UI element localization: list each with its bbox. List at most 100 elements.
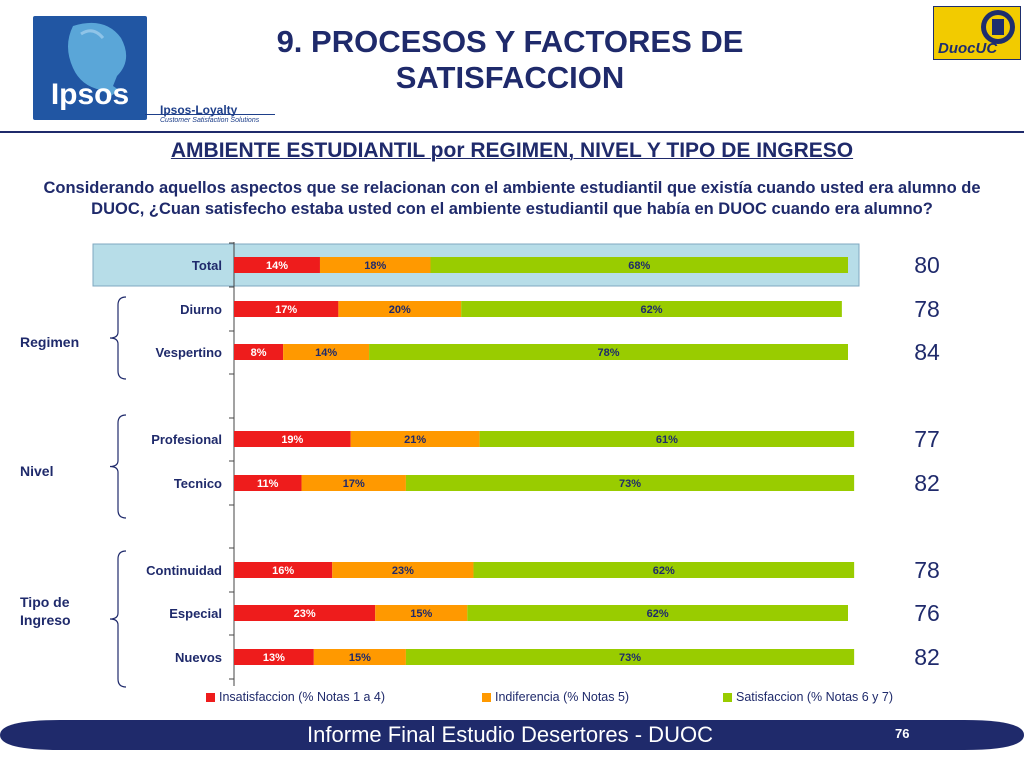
legend-label-satisfaccion: Satisfaccion (% Notas 6 y 7) xyxy=(736,690,894,704)
bar-label-especial-2: 62% xyxy=(647,608,669,620)
category-label-profesional: Profesional xyxy=(151,432,222,447)
group-brace-2 xyxy=(109,550,127,688)
survey-question: Considerando aquellos aspectos que se re… xyxy=(43,179,981,218)
ipsos-loyalty-text: Ipsos-Loyalty xyxy=(160,103,238,117)
bar-tecnico-0 xyxy=(234,475,302,491)
slide-title-line1: 9. PROCESOS Y FACTORES DE xyxy=(276,24,744,59)
bar-label-vespertino-1: 14% xyxy=(315,347,337,359)
chart-subtitle: AMBIENTE ESTUDIANTIL por REGIMEN, NIVEL … xyxy=(170,139,854,162)
bar-nuevos-2 xyxy=(405,649,855,665)
score-diurno: 78 xyxy=(914,296,940,322)
bar-continuidad-0 xyxy=(234,562,333,578)
ipsos-loyalty-subtext: Customer Satisfaction Solutions xyxy=(160,117,260,124)
bar-label-continuidad-2: 62% xyxy=(653,565,675,577)
page-number: 76 xyxy=(895,726,910,741)
bar-vespertino-0 xyxy=(234,344,284,360)
bar-nuevos-1 xyxy=(313,649,406,665)
legend-swatch-satisfaccion xyxy=(723,692,732,702)
group-label-tipo-line1: Tipo de xyxy=(20,594,70,610)
category-label-total: Total xyxy=(192,258,222,273)
score-nuevos: 82 xyxy=(914,644,940,670)
footer-title: Informe Final Estudio Desertores - DUOC xyxy=(307,722,713,747)
category-label-continuidad: Continuidad xyxy=(146,563,222,578)
score-especial: 76 xyxy=(914,600,940,626)
bar-diurno-1 xyxy=(338,301,462,317)
bar-tecnico-2 xyxy=(405,475,855,491)
bar-label-profesional-2: 61% xyxy=(656,434,678,446)
bar-label-tecnico-0: 11% xyxy=(257,478,279,490)
ipsos-logo: Ipsos xyxy=(33,16,147,120)
bar-total-0 xyxy=(234,257,320,273)
bar-label-tecnico-1: 17% xyxy=(343,478,365,490)
legend-item-insatisfaccion: Insatisfaccion (% Notas 1 a 4) xyxy=(206,690,385,704)
bar-label-tecnico-2: 73% xyxy=(619,478,641,490)
category-label-tecnico: Tecnico xyxy=(174,476,222,491)
title-divider xyxy=(0,131,1024,133)
bar-especial-2 xyxy=(467,605,848,621)
duoc-seal-icon xyxy=(981,10,1015,44)
ipsos-face-icon xyxy=(68,22,127,96)
score-tecnico: 82 xyxy=(914,470,940,496)
legend-label-insatisfaccion: Insatisfaccion (% Notas 1 a 4) xyxy=(219,690,386,704)
legend-item-satisfaccion: Satisfaccion (% Notas 6 y 7) xyxy=(723,690,893,704)
category-label-especial: Especial xyxy=(169,606,222,621)
bar-profesional-0 xyxy=(234,431,351,447)
category-label-diurno: Diurno xyxy=(180,302,222,317)
bar-continuidad-1 xyxy=(332,562,474,578)
bar-vespertino-2 xyxy=(369,344,848,360)
score-profesional: 77 xyxy=(914,426,940,452)
bar-continuidad-2 xyxy=(473,562,855,578)
group-brace-0 xyxy=(109,296,127,380)
score-vespertino: 84 xyxy=(914,339,940,365)
ipsos-wordmark: Ipsos xyxy=(50,78,130,111)
bar-tecnico-1 xyxy=(301,475,406,491)
legend-label-indiferencia: Indiferencia (% Notas 5) xyxy=(495,690,630,704)
bar-label-continuidad-0: 16% xyxy=(272,565,294,577)
bar-label-profesional-1: 21% xyxy=(404,434,426,446)
bar-label-profesional-0: 19% xyxy=(281,434,303,446)
group-brace-1 xyxy=(109,414,127,519)
legend-swatch-indiferencia xyxy=(482,692,491,702)
category-label-vespertino: Vespertino xyxy=(156,345,223,360)
footer-band xyxy=(0,720,1024,750)
bar-diurno-0 xyxy=(234,301,339,317)
bar-total-1 xyxy=(319,257,431,273)
slide-title-line2: SATISFACCION xyxy=(395,60,625,95)
bar-label-total-1: 18% xyxy=(364,260,386,272)
bar-diurno-2 xyxy=(461,301,842,317)
group-label-nivel: Nivel xyxy=(20,463,54,479)
group-label-tipo-ingreso: Tipo de Ingreso xyxy=(20,593,71,629)
bar-especial-0 xyxy=(234,605,376,621)
bar-label-especial-1: 15% xyxy=(410,608,432,620)
bar-label-vespertino-2: 78% xyxy=(598,347,620,359)
bar-label-diurno-1: 20% xyxy=(389,304,411,316)
bar-label-especial-0: 23% xyxy=(294,608,316,620)
bar-label-vespertino-0: 8% xyxy=(251,347,267,359)
bar-label-nuevos-2: 73% xyxy=(619,652,641,664)
chart-legend: Insatisfaccion (% Notas 1 a 4) Indiferen… xyxy=(206,690,926,708)
group-label-tipo-line2: Ingreso xyxy=(20,612,71,628)
group-label-regimen: Regimen xyxy=(20,334,80,350)
stacked-bar-chart: Total 14% 18% 68% 80 Diurno 17% 20% 62% 78 Vespert… xyxy=(92,242,940,688)
bar-label-nuevos-0: 13% xyxy=(263,652,285,664)
category-label-nuevos: Nuevos xyxy=(175,650,222,665)
bar-label-total-2: 68% xyxy=(628,260,650,272)
bar-nuevos-0 xyxy=(234,649,314,665)
bar-label-nuevos-1: 15% xyxy=(349,652,371,664)
bar-label-diurno-2: 62% xyxy=(641,304,663,316)
bar-label-diurno-0: 17% xyxy=(275,304,297,316)
score-total: 80 xyxy=(914,252,940,278)
bar-label-total-0: 14% xyxy=(266,260,288,272)
bar-label-continuidad-1: 23% xyxy=(392,565,414,577)
bar-profesional-2 xyxy=(479,431,855,447)
bar-total-2 xyxy=(430,257,848,273)
bar-profesional-1 xyxy=(350,431,480,447)
legend-swatch-insatisfaccion xyxy=(206,692,215,702)
duoc-wordmark: DuocUC xyxy=(938,40,998,57)
bar-vespertino-1 xyxy=(283,344,370,360)
bar-especial-1 xyxy=(375,605,468,621)
duoc-logo: DuocUC xyxy=(933,6,1021,60)
score-continuidad: 78 xyxy=(914,557,940,583)
loyalty-divider xyxy=(145,114,275,115)
slide-title: 9. PROCESOS Y FACTORES DE SATISFACCION xyxy=(230,24,790,96)
